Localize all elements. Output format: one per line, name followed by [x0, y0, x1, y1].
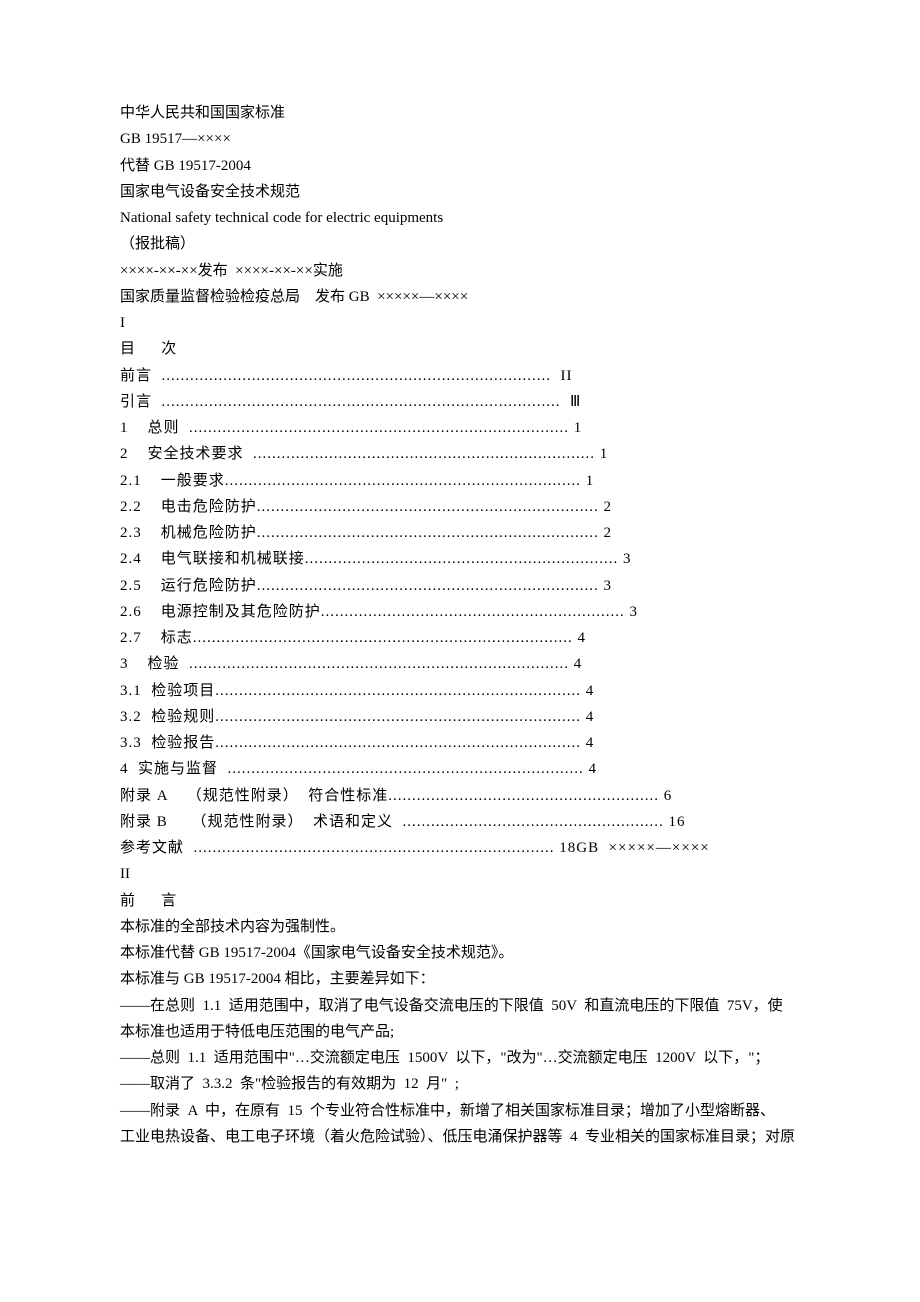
toc-title: 目 次: [120, 336, 800, 362]
toc-item: 2.6 电源控制及其危险防护..........................…: [120, 599, 800, 625]
toc-item: 2.1 一般要求................................…: [120, 468, 800, 494]
toc-item: 附录 A （规范性附录） 符合性标准......................…: [120, 783, 800, 809]
toc-item: 4 实施与监督 ................................…: [120, 756, 800, 782]
toc-item: 3 检验 ...................................…: [120, 651, 800, 677]
header-line-2: GB 19517—××××: [120, 126, 800, 152]
toc-item: 2.5 运行危险防护..............................…: [120, 573, 800, 599]
toc-item: 2.3 机械危险防护..............................…: [120, 520, 800, 546]
toc-item: 2.7 标志..................................…: [120, 625, 800, 651]
document-page: 中华人民共和国国家标准 GB 19517—×××× 代替 GB 19517-20…: [0, 0, 920, 1210]
header-line-4: 国家电气设备安全技术规范: [120, 179, 800, 205]
toc-item: 2.4 电气联接和机械联接...........................…: [120, 546, 800, 572]
toc-item: 1 总则 ...................................…: [120, 415, 800, 441]
toc-item: 2 安全技术要求 ...............................…: [120, 441, 800, 467]
preface-line: ——在总则 1.1 适用范围中，取消了电气设备交流电压的下限值 50V 和直流电…: [120, 993, 800, 1019]
preface-line: 本标准代替 GB 19517-2004《国家电气设备安全技术规范》。: [120, 940, 800, 966]
toc-item: 3.3 检验报告................................…: [120, 730, 800, 756]
toc-page-num: II: [120, 861, 800, 887]
preface-line: ——取消了 3.3.2 条"检验报告的有效期为 12 月" ;: [120, 1071, 800, 1097]
header-line-5: National safety technical code for elect…: [120, 205, 800, 231]
toc-item: 参考文献 ...................................…: [120, 835, 800, 861]
toc-item: 附录 B （规范性附录） 术语和定义 .....................…: [120, 809, 800, 835]
preface-line: ——附录 A 中，在原有 15 个专业符合性标准中，新增了相关国家标准目录；增加…: [120, 1098, 800, 1124]
header-page-num: I: [120, 310, 800, 336]
preface-line: 本标准与 GB 19517-2004 相比，主要差异如下：: [120, 966, 800, 992]
toc-item: 2.2 电击危险防护..............................…: [120, 494, 800, 520]
header-line-1: 中华人民共和国国家标准: [120, 100, 800, 126]
preface-line: ——总则 1.1 适用范围中"…交流额定电压 1500V 以下，"改为"…交流额…: [120, 1045, 800, 1071]
preface-line: 本标准的全部技术内容为强制性。: [120, 914, 800, 940]
header-line-3: 代替 GB 19517-2004: [120, 153, 800, 179]
toc-item: 引言 .....................................…: [120, 389, 800, 415]
header-line-8: 国家质量监督检验检疫总局 发布 GB ×××××—××××: [120, 284, 800, 310]
toc-item: 3.2 检验规则................................…: [120, 704, 800, 730]
toc-item: 前言 .....................................…: [120, 363, 800, 389]
header-line-6: （报批稿）: [120, 231, 800, 257]
toc-item: 3.1 检验项目................................…: [120, 678, 800, 704]
header-line-7: ××××-××-××发布 ××××-××-××实施: [120, 258, 800, 284]
preface-line: 工业电热设备、电工电子环境（着火危险试验）、低压电涌保护器等 4 专业相关的国家…: [120, 1124, 800, 1150]
preface-title: 前 言: [120, 888, 800, 914]
preface-line: 本标准也适用于特低电压范围的电气产品;: [120, 1019, 800, 1045]
